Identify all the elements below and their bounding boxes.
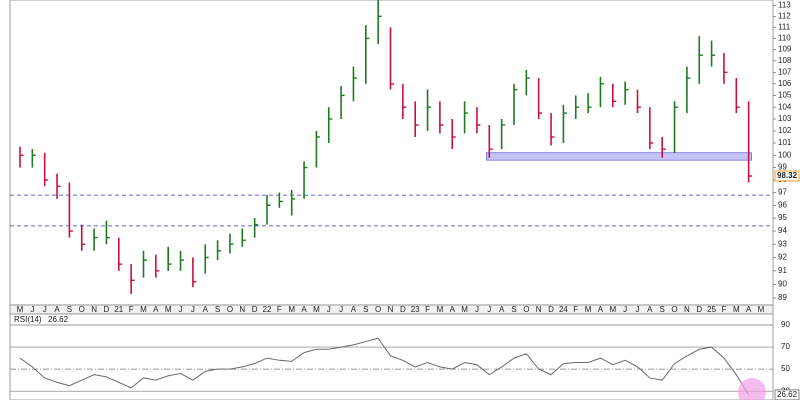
x-tick-label: O <box>79 305 85 314</box>
x-tick-label: O <box>375 305 381 314</box>
y-tick-label: 91 <box>778 266 787 275</box>
y-tick-label: 106 <box>778 79 792 88</box>
x-tick-label: J <box>327 305 331 314</box>
x-tick-label: J <box>475 305 479 314</box>
y-tick-label: 100 <box>778 150 792 159</box>
x-tick-label: S <box>363 305 368 314</box>
rsi-legend-name: RSI(14) <box>14 315 42 324</box>
x-tick-label: M <box>437 305 444 314</box>
x-tick-label: S <box>511 305 516 314</box>
x-tick-label: 21 <box>114 305 123 314</box>
x-tick-label: J <box>191 305 195 314</box>
x-tick-label: D <box>252 305 258 314</box>
x-tick-label: F <box>129 305 134 314</box>
x-tick-label: 22 <box>263 305 272 314</box>
x-tick-label: J <box>43 305 47 314</box>
price-panel <box>9 0 774 306</box>
y-tick-label: 96 <box>778 200 787 209</box>
x-tick-label: A <box>746 305 752 314</box>
x-tick-label: N <box>684 305 690 314</box>
x-tick-label: S <box>215 305 220 314</box>
x-tick-label: 24 <box>559 305 568 314</box>
x-tick-label: J <box>179 305 183 314</box>
x-tick-label: F <box>277 305 282 314</box>
x-tick-label: O <box>671 305 677 314</box>
x-tick-label: M <box>140 305 147 314</box>
x-tick-label: M <box>609 305 616 314</box>
x-tick-label: S <box>660 305 665 314</box>
x-tick-label: M <box>288 305 295 314</box>
y-tick-label: 90 <box>778 280 787 289</box>
y-tick-label: 90 <box>781 320 790 329</box>
x-tick-label: M <box>313 305 320 314</box>
x-tick-label: N <box>388 305 394 314</box>
y-tick-label: 103 <box>778 114 792 123</box>
last-price-label: 98.32 <box>777 171 798 180</box>
y-tick-label: 112 <box>778 11 791 20</box>
x-tick-label: N <box>91 305 97 314</box>
x-tick-label: A <box>203 305 209 314</box>
x-tick-label: A <box>499 305 505 314</box>
x-tick-label: 25 <box>707 305 716 314</box>
y-tick-label: 113 <box>778 1 791 10</box>
x-tick-label: J <box>30 305 34 314</box>
y-tick-label: 109 <box>778 45 792 54</box>
rsi-last-label: 26.62 <box>777 390 798 399</box>
x-tick-label: A <box>598 305 604 314</box>
y-tick-label: 97 <box>778 188 787 197</box>
y-tick-label: 99 <box>778 163 787 172</box>
rsi-panel <box>9 313 774 400</box>
x-tick-label: S <box>67 305 72 314</box>
rsi-line <box>19 337 750 396</box>
x-tick-label: N <box>536 305 542 314</box>
y-tick-label: 102 <box>778 126 792 135</box>
x-tick-label: 23 <box>411 305 420 314</box>
x-tick-label: A <box>647 305 653 314</box>
x-tick-label: F <box>722 305 727 314</box>
x-tick-label: A <box>450 305 456 314</box>
x-tick-label: J <box>339 305 343 314</box>
y-tick-label: 108 <box>778 56 792 65</box>
y-tick-label: 93 <box>778 239 787 248</box>
x-tick-label: D <box>104 305 110 314</box>
y-tick-label: 50 <box>781 364 790 373</box>
y-tick-label: 101 <box>778 138 792 147</box>
x-tick-label: M <box>758 305 765 314</box>
x-tick-label: M <box>585 305 592 314</box>
x-tick-label: A <box>301 305 307 314</box>
x-tick-label: J <box>636 305 640 314</box>
y-tick-label: 110 <box>778 34 791 43</box>
y-tick-label: 94 <box>778 226 787 235</box>
last-price-box <box>774 170 800 182</box>
y-tick-label: 105 <box>778 91 792 100</box>
x-tick-label: J <box>487 305 491 314</box>
x-tick-label: A <box>153 305 159 314</box>
x-tick-label: A <box>351 305 357 314</box>
x-tick-label: N <box>239 305 245 314</box>
x-tick-label: D <box>696 305 702 314</box>
x-tick-label: A <box>54 305 60 314</box>
y-tick-label: 111 <box>778 22 791 31</box>
x-tick-label: J <box>623 305 627 314</box>
x-tick-label: M <box>165 305 172 314</box>
y-tick-label: 89 <box>778 293 787 302</box>
x-tick-label: M <box>733 305 740 314</box>
rsi-legend-value: 26.62 <box>48 315 69 324</box>
y-tick-label: 107 <box>778 67 792 76</box>
highlight-circle <box>738 378 766 400</box>
x-tick-label: M <box>17 305 24 314</box>
x-tick-label: D <box>548 305 554 314</box>
x-tick-label: D <box>400 305 406 314</box>
y-tick-label: 70 <box>781 342 790 351</box>
y-tick-label: 92 <box>778 253 787 262</box>
x-tick-label: O <box>523 305 529 314</box>
x-tick-label: F <box>425 305 430 314</box>
y-tick-label: 104 <box>778 102 792 111</box>
y-tick-label: 95 <box>778 213 787 222</box>
x-tick-label: O <box>227 305 233 314</box>
x-tick-label: F <box>573 305 578 314</box>
x-tick-label: M <box>461 305 468 314</box>
support-zone <box>486 152 752 161</box>
